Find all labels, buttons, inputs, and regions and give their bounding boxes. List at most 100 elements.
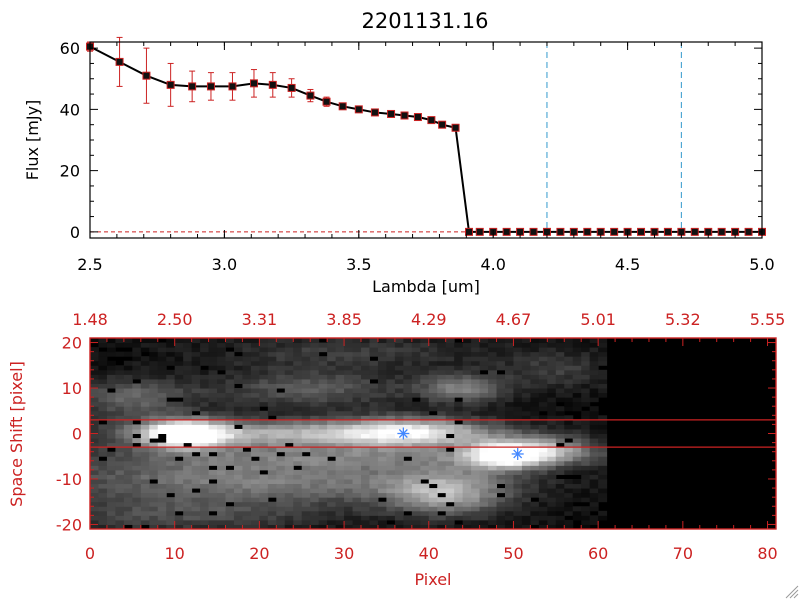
- image-cell: [225, 483, 235, 489]
- image-cell: [445, 469, 455, 475]
- image-cell: [521, 433, 531, 439]
- image-cell: [589, 451, 599, 457]
- image-cell: [488, 338, 498, 344]
- image-cell: [132, 460, 142, 466]
- image-cell: [98, 469, 108, 475]
- image-cell: [504, 492, 514, 498]
- image-cell: [191, 365, 201, 371]
- image-cell: [394, 488, 404, 494]
- image-cell: [335, 501, 345, 507]
- image-cell: [454, 365, 464, 371]
- image-cell: [504, 419, 514, 425]
- image-cell: [344, 410, 354, 416]
- image-cell: [310, 347, 320, 353]
- data-point: [690, 227, 699, 236]
- image-cell: [200, 515, 210, 521]
- image-cell: [428, 451, 438, 457]
- image-cell: [479, 406, 489, 412]
- image-cell: [361, 456, 370, 462]
- image-cell: [90, 365, 99, 371]
- image-cell: [394, 483, 404, 489]
- y-tick-label: 20: [60, 162, 80, 181]
- image-cell: [513, 506, 523, 512]
- image-cell: [488, 378, 498, 384]
- image-cell: [217, 442, 227, 448]
- image-cell: [225, 419, 235, 425]
- image-cell: [471, 419, 481, 425]
- spatial-ticks: 0 10 20 30 40 50 60 70 801.48 2.50 3.31 3.85 4.29 4.6…: [56, 310, 785, 563]
- image-cell: [462, 474, 472, 480]
- image-cell: [174, 428, 184, 434]
- image-cell: [428, 347, 438, 353]
- image-cell: [521, 406, 531, 412]
- image-cell: [445, 378, 455, 384]
- image-cell: [149, 397, 159, 403]
- image-cell: [437, 433, 447, 439]
- image-cell: [361, 465, 370, 471]
- image-cell: [250, 424, 260, 430]
- image-cell: [98, 356, 108, 362]
- image-cell: [225, 369, 235, 375]
- image-cell: [437, 392, 447, 398]
- image-cell: [471, 347, 481, 353]
- image-cell: [564, 524, 574, 530]
- image-cell: [318, 388, 328, 394]
- image-cell: [598, 374, 608, 380]
- image-cell: [98, 428, 108, 434]
- image-cell: [140, 401, 150, 407]
- image-cell: [504, 483, 514, 489]
- image-cell: [284, 392, 294, 398]
- image-cell: [420, 383, 430, 389]
- image-cell: [318, 478, 328, 485]
- image-cell: [217, 388, 227, 394]
- image-cell: [479, 519, 489, 525]
- image-cell: [301, 338, 311, 344]
- image-cell: [217, 406, 227, 412]
- image-cell: [530, 478, 540, 485]
- image-cell: [504, 369, 514, 375]
- image-cell: [377, 383, 387, 389]
- image-cell: [488, 478, 498, 485]
- resize-grip-icon[interactable]: [785, 585, 799, 599]
- image-cell: [488, 388, 498, 394]
- image-cell: [445, 351, 455, 357]
- image-cell: [564, 401, 574, 407]
- image-cell: [504, 378, 514, 384]
- image-cell: [149, 524, 159, 530]
- image-cell: [310, 419, 320, 425]
- image-cell: [293, 492, 303, 498]
- image-cell: [488, 483, 498, 489]
- image-cell: [310, 488, 320, 494]
- image-cell: [403, 438, 413, 444]
- image-cell: [411, 383, 421, 389]
- data-point: [166, 80, 175, 89]
- image-cell: [267, 456, 277, 462]
- image-cell: [513, 510, 523, 516]
- image-cell: [538, 515, 548, 521]
- image-cell: [217, 506, 227, 512]
- image-cell: [259, 415, 269, 421]
- image-cell: [200, 410, 210, 416]
- image-cell: [530, 483, 540, 489]
- image-cell: [318, 451, 328, 457]
- image-cell: [403, 410, 413, 416]
- image-cell: [530, 383, 540, 389]
- image-cell: [123, 483, 133, 489]
- image-cell: [420, 497, 430, 503]
- image-cell: [496, 465, 506, 471]
- image-cell: [496, 510, 506, 516]
- image-cell: [564, 456, 574, 462]
- image-cell: [225, 424, 235, 430]
- image-cell: [513, 501, 523, 507]
- image-cell: [259, 438, 269, 444]
- image-cell: [513, 392, 523, 398]
- image-cell: [335, 397, 345, 403]
- image-cell: [284, 356, 294, 362]
- image-cell: [335, 419, 345, 425]
- image-cell: [318, 492, 328, 498]
- image-cell: [132, 415, 142, 421]
- image-cell: [564, 383, 574, 389]
- image-cell: [352, 460, 362, 466]
- image-cell: [428, 369, 438, 375]
- image-cell: [488, 342, 498, 348]
